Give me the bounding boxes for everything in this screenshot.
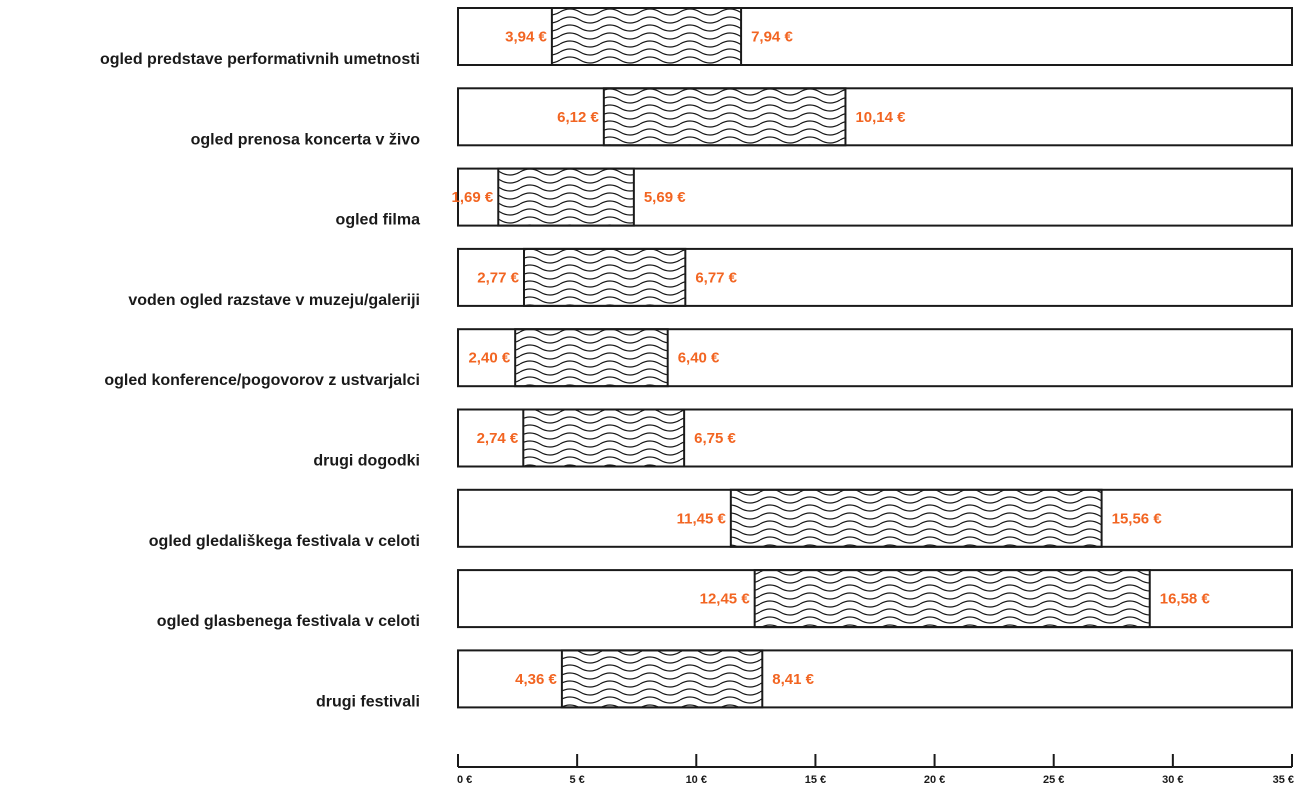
chart-row: ogled gledališkega festivala v celoti 11,…	[149, 488, 1293, 550]
x-tick-label: 15 €	[805, 774, 826, 786]
x-tick-label: 20 €	[924, 774, 945, 786]
range-bar	[514, 328, 669, 388]
high-value-label: 16,58 €	[1160, 591, 1211, 608]
low-value-label: 11,45 €	[677, 510, 727, 527]
chart-row: ogled glasbenega festivala v celoti 12,45…	[157, 569, 1293, 630]
x-tick-label: 30 €	[1162, 774, 1183, 786]
chart-row: ogled prenosa koncerta v živo 6,12 € 10,14…	[191, 87, 1293, 148]
chart-row: drugi festivali 4,36 € 8,41 €	[316, 649, 1293, 710]
bar-frame	[457, 87, 1293, 147]
chart-row: drugi dogodki 2,74 € 6,75 €	[313, 408, 1293, 470]
range-bar	[560, 649, 764, 709]
category-label: ogled predstave performativnih umetnosti	[100, 51, 420, 68]
category-label: drugi dogodki	[313, 453, 420, 470]
low-value-label: 6,12 €	[557, 109, 599, 126]
high-value-label: 6,77 €	[695, 269, 737, 286]
low-value-label: 2,40 €	[468, 350, 510, 367]
range-bar	[497, 167, 635, 227]
high-value-label: 15,56 €	[1112, 510, 1163, 527]
x-tick-label: 0 €	[457, 774, 472, 786]
range-bar	[753, 569, 1151, 629]
high-value-label: 10,14 €	[855, 109, 906, 126]
category-label: ogled glasbenega festivala v celoti	[157, 613, 420, 630]
chart-row: ogled predstave performativnih umetnosti…	[100, 7, 1293, 68]
low-value-label: 2,74 €	[477, 430, 519, 447]
category-label: ogled filma	[336, 212, 421, 229]
chart-row: voden ogled razstave v muzeju/galeriji 2,…	[128, 247, 1293, 309]
range-bar	[522, 408, 686, 468]
range-bar	[550, 7, 743, 66]
low-value-label: 4,36 €	[515, 671, 557, 688]
x-tick-label: 25 €	[1043, 774, 1064, 786]
category-label: drugi festivali	[316, 693, 420, 710]
category-label: ogled konference/pogovorov z ustvarjalci	[104, 372, 420, 389]
range-bar	[729, 488, 1103, 548]
chart-row: ogled konference/pogovorov z ustvarjalci…	[104, 328, 1293, 389]
category-label: ogled gledališkega festivala v celoti	[149, 533, 420, 550]
category-label: voden ogled razstave v muzeju/galeriji	[128, 292, 420, 309]
low-value-label: 1,69 €	[452, 189, 494, 206]
range-bar	[523, 247, 687, 307]
high-value-label: 6,40 €	[678, 350, 720, 367]
category-label: ogled prenosa koncerta v živo	[191, 131, 421, 148]
x-tick-label: 5 €	[569, 774, 584, 786]
high-value-label: 6,75 €	[694, 430, 736, 447]
high-value-label: 8,41 €	[772, 671, 814, 688]
high-value-label: 7,94 €	[751, 29, 793, 46]
x-axis: 0 € 5 € 10 € 15 € 20 € 25 € 30 € 35 €	[457, 754, 1294, 786]
low-value-label: 12,45 €	[700, 591, 751, 608]
x-tick-label: 10 €	[686, 774, 707, 786]
x-tick-label: 35 €	[1273, 774, 1294, 786]
range-bar	[602, 87, 847, 147]
chart-row: ogled filma 1,69 € 5,69 €	[336, 167, 1293, 229]
high-value-label: 5,69 €	[644, 189, 686, 206]
low-value-label: 3,94 €	[505, 29, 547, 46]
low-value-label: 2,77 €	[477, 269, 519, 286]
